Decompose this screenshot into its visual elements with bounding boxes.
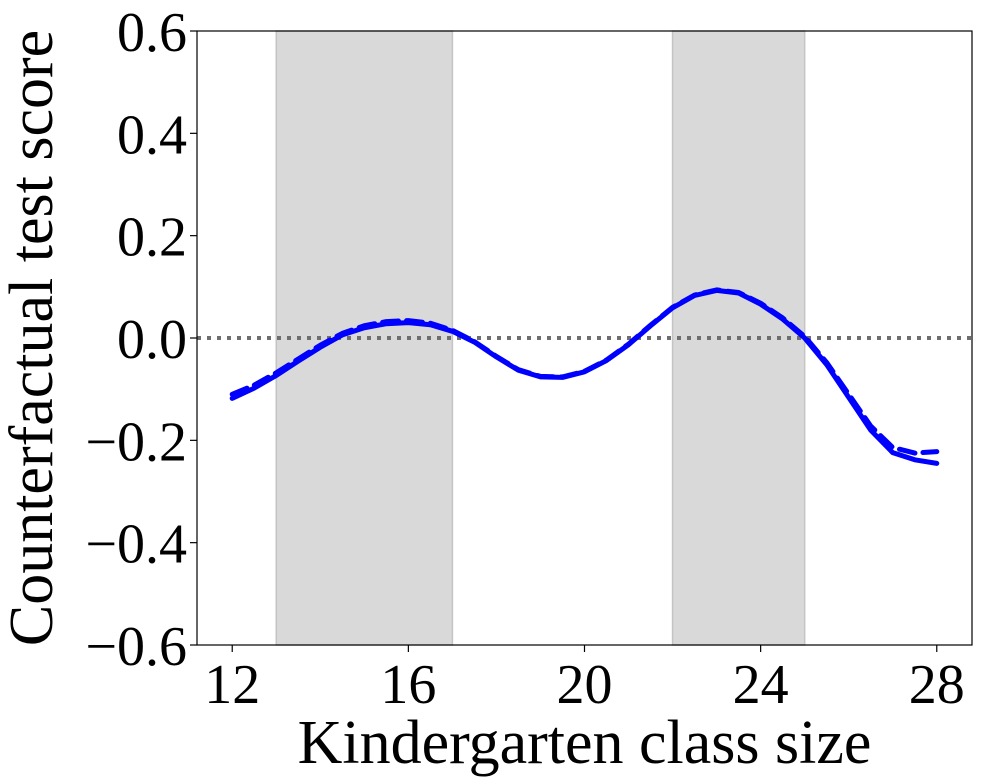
x-axis-ticks: 12 16 20 24 28: [204, 645, 965, 716]
y-tick-label: −0.4: [85, 514, 187, 576]
x-tick-label: 28: [909, 654, 965, 716]
x-tick-label: 12: [204, 654, 260, 716]
y-tick-label: −0.6: [85, 616, 187, 678]
shaded-regions: [275, 30, 806, 646]
y-tick-label: 0.2: [117, 207, 187, 269]
y-tick-label: 0.4: [117, 104, 187, 166]
y-tick-label: 0.0: [117, 309, 187, 371]
x-axis-label: Kindergarten class size: [298, 709, 872, 777]
series-lines: [229, 287, 940, 466]
y-tick-label: 0.6: [117, 2, 187, 64]
y-axis-ticks: −0.6 −0.4 −0.2 0.0 0.2 0.4 0.6: [85, 2, 197, 678]
shaded-region-1: [275, 30, 454, 646]
x-tick-label: 16: [380, 654, 436, 716]
x-tick-label: 20: [557, 654, 613, 716]
y-tick-label: −0.2: [85, 411, 187, 473]
x-tick-label: 24: [733, 654, 789, 716]
y-axis-label: Counterfactual test score: [0, 30, 66, 646]
series-line-dashed: [229, 287, 940, 456]
